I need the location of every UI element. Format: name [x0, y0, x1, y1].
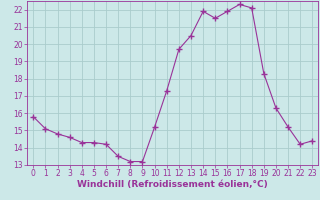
X-axis label: Windchill (Refroidissement éolien,°C): Windchill (Refroidissement éolien,°C) — [77, 180, 268, 189]
